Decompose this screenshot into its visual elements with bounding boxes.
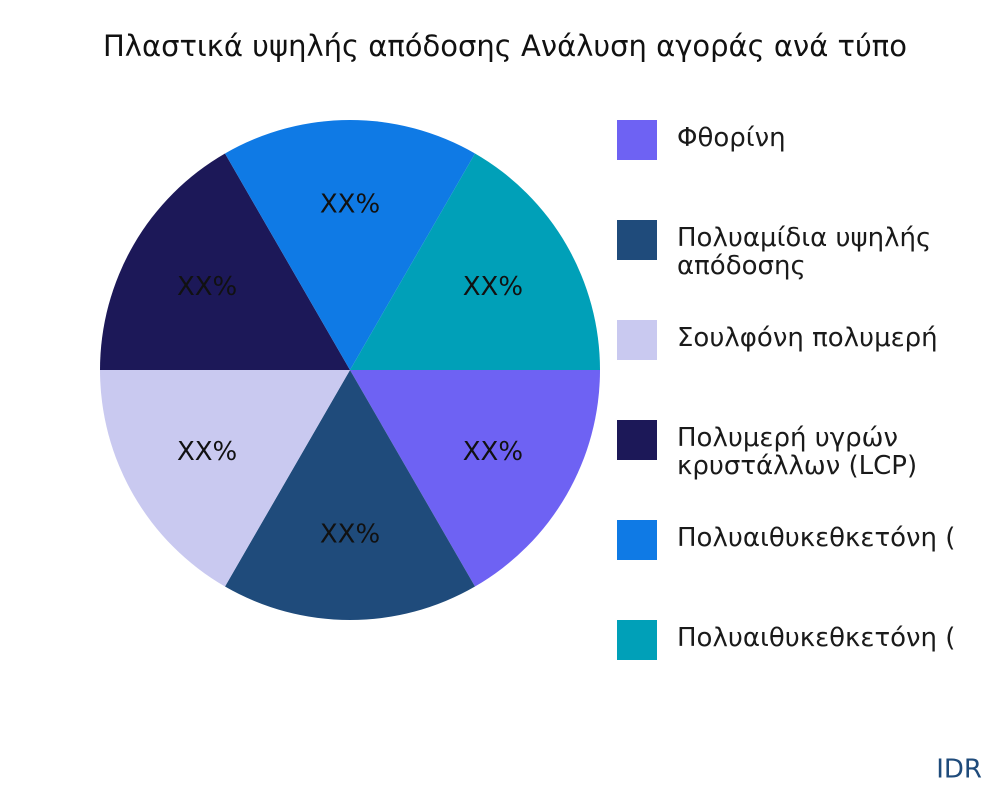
slice-label: XX%: [177, 272, 237, 302]
pie-slice: [350, 153, 600, 370]
legend-item: Σουλφόνη πολυμερή: [677, 324, 997, 352]
legend-swatch: [617, 420, 657, 460]
legend-label: Πολυαιθυκεθκετόνη (: [677, 524, 956, 552]
legend-item: Φθορίνη: [677, 124, 997, 152]
slice-label: XX%: [463, 272, 523, 302]
chart-title: Πλαστικά υψηλής απόδοσης Ανάλυση αγοράς …: [103, 29, 907, 63]
legend-swatch: [617, 120, 657, 160]
slice-label: XX%: [320, 520, 380, 550]
source: IDR: [936, 755, 982, 785]
legend-item: Πολυαιθυκεθκετόνη (: [677, 524, 997, 552]
legend-item: Πολυαιθυκεθκετόνη (: [677, 624, 997, 652]
slice-label: XX%: [463, 437, 523, 467]
legend-swatch: [617, 220, 657, 260]
legend-item: Πολυμερή υγρών κρυστάλλων (LCP): [677, 424, 997, 480]
legend-label: Φθορίνη: [677, 124, 786, 152]
legend-item: Πολυαμίδια υψηλής απόδοσης: [677, 224, 997, 280]
pie-slice: [100, 370, 350, 587]
legend-swatch: [617, 620, 657, 660]
slice-label: XX%: [320, 190, 380, 220]
slice-label: XX%: [177, 437, 237, 467]
legend-label: Πολυμερή υγρών κρυστάλλων (LCP): [677, 424, 918, 480]
pie-slice: [350, 370, 600, 587]
pie-slice: [225, 119, 475, 370]
legend-swatch: [617, 520, 657, 560]
legend-label: Σουλφόνη πολυμερή: [677, 324, 938, 352]
pie-slice: [100, 153, 350, 370]
pie-slice: [225, 370, 475, 620]
legend-swatch: [617, 320, 657, 360]
legend-label: Πολυαμίδια υψηλής απόδοσης: [677, 224, 932, 280]
legend-label: Πολυαιθυκεθκετόνη (: [677, 624, 956, 652]
